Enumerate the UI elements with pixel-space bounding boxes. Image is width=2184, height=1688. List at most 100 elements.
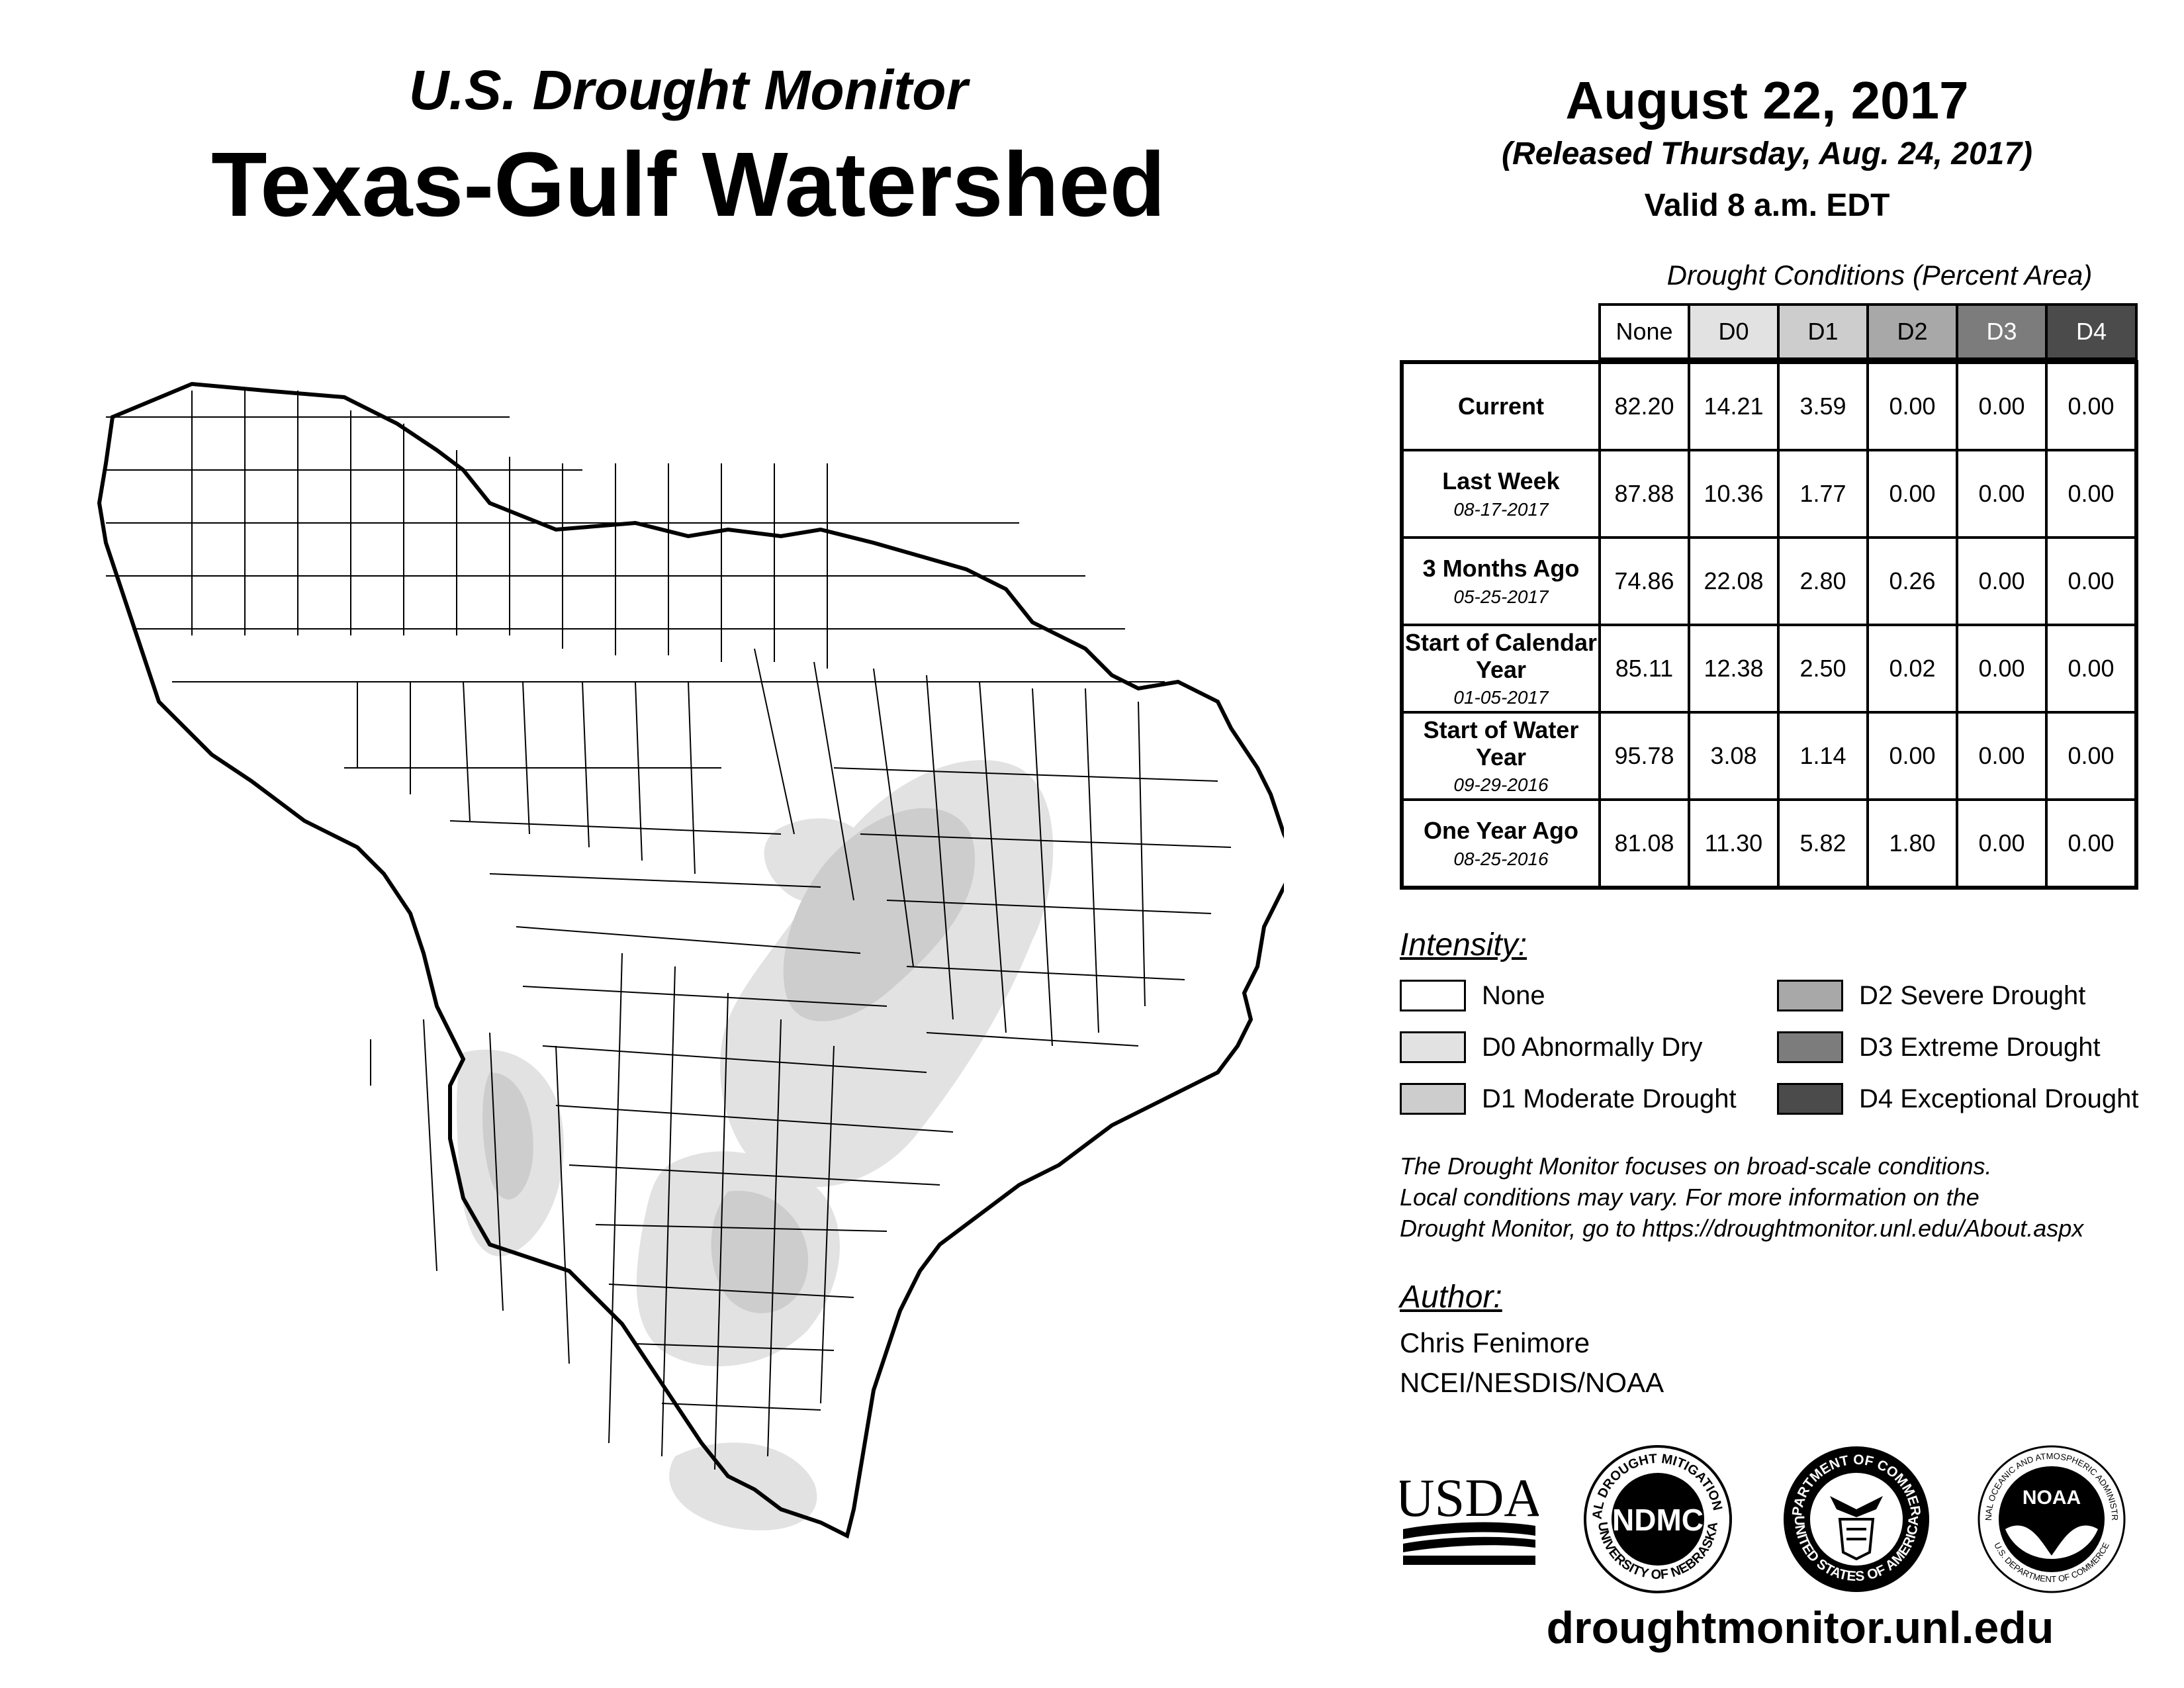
table-cell: 1.14 (1777, 711, 1869, 801)
table-row: 3 Months Ago 05-25-2017 74.86 22.08 2.80 … (1400, 536, 2138, 626)
table-cell: 0.00 (1866, 360, 1958, 451)
ndmc-logo: NATIONAL DROUGHT MITIGATION CENTER UNIVE… (1582, 1443, 1732, 1593)
author-heading: Author: (1400, 1280, 1502, 1315)
row-label: Current (1400, 360, 1601, 451)
legend-swatch (1400, 1083, 1466, 1115)
table-cell: 0.00 (1956, 536, 2048, 626)
table-cell: 81.08 (1598, 798, 1690, 890)
row-label: Start of Water Year 09-29-2016 (1400, 711, 1601, 801)
table-row: Start of Water Year 09-29-2016 95.78 3.08… (1400, 711, 2138, 801)
table-cell: 0.00 (1956, 711, 2048, 801)
ndmc-logo-text: NDMC (1612, 1503, 1704, 1537)
table-cell: 85.11 (1598, 624, 1690, 714)
row-date: 08-17-2017 (1453, 498, 1549, 520)
column-header-d0: D0 (1688, 303, 1780, 360)
table-caption: Drought Conditions (Percent Area) (1666, 259, 2093, 291)
valid-date: August 22, 2017 (1565, 71, 1969, 130)
drought-area-d0-valley (669, 1442, 817, 1530)
author-name: Chris Fenimore (1400, 1327, 1590, 1358)
table-cell: 0.00 (2045, 449, 2138, 539)
legend-swatch (1400, 980, 1466, 1011)
legend-swatch (1777, 1083, 1843, 1115)
row-label: Start of Calendar Year 01-05-2017 (1400, 624, 1601, 714)
release-date: (Released Thursday, Aug. 24, 2017) (1501, 136, 2033, 171)
row-date: 09-29-2016 (1453, 774, 1549, 796)
usda-logo: USDA (1400, 1468, 1539, 1565)
doc-seal-logo: DEPARTMENT OF COMMERCE UNITED STATES OF … (1780, 1443, 1929, 1592)
usda-logo-text: USDA (1400, 1468, 1539, 1528)
noaa-bird-icon (2005, 1525, 2098, 1559)
valid-time: Valid 8 a.m. EDT (1644, 188, 1890, 223)
legend-label: D3 Extreme Drought (1859, 1032, 2101, 1062)
table-cell: 0.02 (1866, 624, 1958, 714)
legend-swatch (1777, 980, 1843, 1011)
disclaimer: The Drought Monitor focuses on broad-sca… (1400, 1150, 2174, 1244)
legend-item-d4: D4 Exceptional Drought (1777, 1082, 2138, 1116)
table-cell: 0.00 (2045, 536, 2138, 626)
table-cell: 1.77 (1777, 449, 1869, 539)
legend-label: D1 Moderate Drought (1482, 1084, 1737, 1113)
table-cell: 2.50 (1777, 624, 1869, 714)
shield-icon (1838, 1518, 1875, 1561)
table-cell: 0.00 (1956, 798, 2048, 890)
map-subtitle: U.S. Drought Monitor (408, 59, 968, 121)
table-cell: 0.00 (2045, 798, 2138, 890)
row-date: 01-05-2017 (1453, 687, 1549, 708)
table-cell: 87.88 (1598, 449, 1690, 539)
legend-item-d2: D2 Severe Drought (1777, 978, 2085, 1013)
row-date: 08-25-2016 (1453, 848, 1549, 869)
table-cell: 0.00 (1866, 711, 1958, 801)
table-cell: 74.86 (1598, 536, 1690, 626)
row-label: 3 Months Ago 05-25-2017 (1400, 536, 1601, 626)
column-header-d4: D4 (2045, 303, 2138, 360)
noaa-logo-text: NOAA (2023, 1487, 2081, 1509)
table-cell: 22.08 (1688, 536, 1780, 626)
noaa-logo: NATIONAL OCEANIC AND ATMOSPHERIC ADMINIS… (1976, 1443, 2126, 1593)
map-title: Texas-Gulf Watershed (211, 134, 1165, 236)
county-lines (106, 391, 1232, 1470)
table-cell: 2.80 (1777, 536, 1869, 626)
drought-area-d1-central (783, 808, 976, 1021)
disclaimer-line: Drought Monitor, go to https://droughtmo… (1400, 1215, 2084, 1242)
drought-areas (457, 760, 1054, 1530)
table-cell: 95.78 (1598, 711, 1690, 801)
legend-label: D0 Abnormally Dry (1482, 1032, 1703, 1062)
author-org: NCEI/NESDIS/NOAA (1400, 1367, 1664, 1398)
table-cell: 10.36 (1688, 449, 1780, 539)
row-label: Last Week 08-17-2017 (1400, 449, 1601, 539)
disclaimer-line: Local conditions may vary. For more info… (1400, 1184, 1979, 1211)
table-cell: 3.59 (1777, 360, 1869, 451)
table-cell: 0.26 (1866, 536, 1958, 626)
drought-area-d1-south (711, 1190, 809, 1313)
table-cell: 3.08 (1688, 711, 1780, 801)
table-cell: 0.00 (1956, 360, 2048, 451)
column-header-d2: D2 (1866, 303, 1958, 360)
row-date: 05-25-2017 (1453, 586, 1549, 607)
intensity-heading: Intensity: (1400, 927, 1527, 962)
legend-label: D4 Exceptional Drought (1859, 1084, 2139, 1113)
legend-swatch (1777, 1031, 1843, 1063)
table-row: One Year Ago 08-25-2016 81.08 11.30 5.82 … (1400, 798, 2138, 890)
table-cell: 0.00 (2045, 624, 2138, 714)
table-cell: 0.00 (2045, 360, 2138, 451)
eagle-icon (1830, 1496, 1883, 1517)
column-header-d1: D1 (1777, 303, 1869, 360)
table-cell: 5.82 (1777, 798, 1869, 890)
drought-conditions-table: None D0 D1 D2 D3 D4 Current 82.20 14.21 … (1400, 303, 2138, 890)
table-cell: 0.00 (2045, 711, 2138, 801)
column-header-d3: D3 (1956, 303, 2048, 360)
website-url: droughtmonitor.unl.edu (1546, 1603, 2054, 1653)
table-cell: 14.21 (1688, 360, 1780, 451)
table-cell: 0.00 (1956, 449, 2048, 539)
table-cell: 0.00 (1866, 449, 1958, 539)
legend-label: D2 Severe Drought (1859, 980, 2086, 1010)
row-label: One Year Ago 08-25-2016 (1400, 798, 1601, 890)
column-header-none: None (1598, 303, 1690, 360)
legend-swatch (1400, 1031, 1466, 1063)
disclaimer-line: The Drought Monitor focuses on broad-sca… (1400, 1152, 1992, 1180)
table-cell: 12.38 (1688, 624, 1780, 714)
table-cell: 11.30 (1688, 798, 1780, 890)
table-row: Current 82.20 14.21 3.59 0.00 0.00 0.00 (1400, 360, 2138, 451)
watershed-map (97, 381, 1284, 1539)
watershed-boundary (97, 381, 1284, 1539)
